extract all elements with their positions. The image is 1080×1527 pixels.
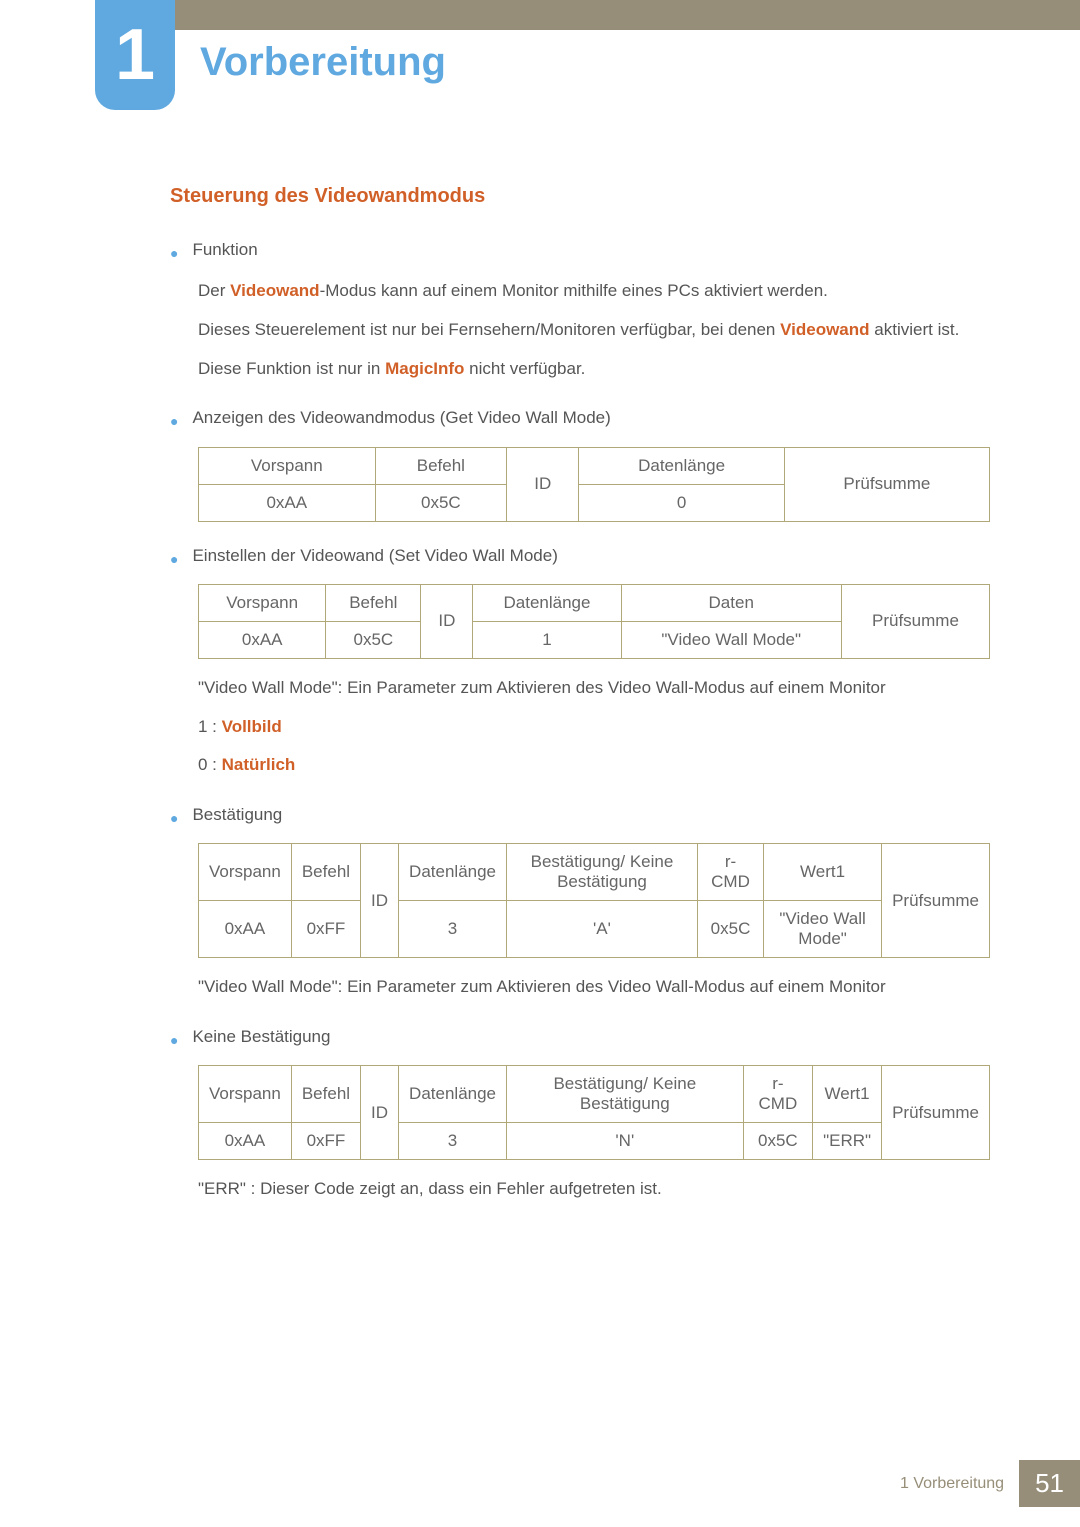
table-cell: 0 <box>579 484 784 521</box>
table-cell: Datenlänge <box>579 447 784 484</box>
table-cell: Vorspann <box>199 1066 292 1123</box>
table-cell: Daten <box>621 584 841 621</box>
table-cell: 0x5C <box>743 1123 812 1160</box>
table-cell: 0xAA <box>199 1123 292 1160</box>
funktion-line2: Dieses Steuerelement ist nur bei Fernseh… <box>198 315 990 346</box>
chapter-number: 1 <box>115 19 155 91</box>
keyword-videowand: Videowand <box>780 320 869 339</box>
table-cell: Bestätigung/ Keine Bestätigung <box>507 1066 744 1123</box>
table-cell: Vorspann <box>199 844 292 901</box>
table-row: Vorspann Befehl ID Datenlänge Daten Prüf… <box>199 584 990 621</box>
keyword-videowand: Videowand <box>230 281 319 300</box>
table-cell: 0xAA <box>199 901 292 958</box>
table-row: Vorspann Befehl ID Datenlänge Prüfsumme <box>199 447 990 484</box>
table-cell: Vorspann <box>199 584 326 621</box>
set-mode-desc: "Video Wall Mode": Ein Parameter zum Akt… <box>198 673 990 704</box>
table-cell: Prüfsumme <box>882 1066 990 1160</box>
footer-text: 1 Vorbereitung <box>900 1475 1004 1493</box>
table-row: 0xAA 0xFF 3 'A' 0x5C "Video Wall Mode" <box>199 901 990 958</box>
table-cell: 0xFF <box>291 1123 360 1160</box>
table-cell: 0x5C <box>697 901 763 958</box>
get-mode-item: ● Anzeigen des Videowandmodus (Get Video… <box>170 404 990 432</box>
chapter-badge: 1 <box>95 0 175 110</box>
table-cell: r-CMD <box>743 1066 812 1123</box>
table-cell: 0xAA <box>199 621 326 658</box>
nak-table: Vorspann Befehl ID Datenlänge Bestätigun… <box>198 1065 990 1160</box>
table-cell: ID <box>507 447 579 521</box>
table-cell: Datenlänge <box>473 584 621 621</box>
table-cell: Befehl <box>326 584 421 621</box>
table-cell: ID <box>421 584 473 658</box>
ack-item: ● Bestätigung <box>170 801 990 829</box>
table-cell: 3 <box>399 901 507 958</box>
keyword-vollbild: Vollbild <box>222 717 282 736</box>
table-cell: 0x5C <box>375 484 507 521</box>
table-row: 0xAA 0xFF 3 'N' 0x5C "ERR" <box>199 1123 990 1160</box>
table-cell: 0xFF <box>291 901 360 958</box>
table-row: Vorspann Befehl ID Datenlänge Bestätigun… <box>199 844 990 901</box>
table-cell: "Video Wall Mode" <box>621 621 841 658</box>
bullet-icon: ● <box>170 807 178 829</box>
table-cell: Prüfsumme <box>882 844 990 958</box>
table-cell: 'N' <box>507 1123 744 1160</box>
table-row: Vorspann Befehl ID Datenlänge Bestätigun… <box>199 1066 990 1123</box>
footer: 1 Vorbereitung 51 <box>900 1460 1080 1507</box>
set-mode-table: Vorspann Befehl ID Datenlänge Daten Prüf… <box>198 584 990 659</box>
table-cell: 'A' <box>507 901 698 958</box>
funktion-line3: Diese Funktion ist nur in MagicInfo nich… <box>198 354 990 385</box>
get-mode-label: Anzeigen des Videowandmodus (Get Video W… <box>192 404 990 432</box>
table-cell: 0x5C <box>326 621 421 658</box>
set-mode-item: ● Einstellen der Videowand (Set Video Wa… <box>170 542 990 570</box>
table-cell: Wert1 <box>813 1066 882 1123</box>
table-cell: Befehl <box>291 844 360 901</box>
funktion-label: Funktion <box>192 236 990 264</box>
keyword-magicinfo: MagicInfo <box>385 359 464 378</box>
nak-desc: "ERR" : Dieser Code zeigt an, dass ein F… <box>198 1174 990 1205</box>
get-mode-table: Vorspann Befehl ID Datenlänge Prüfsumme … <box>198 447 990 522</box>
chapter-title: Vorbereitung <box>200 40 446 85</box>
table-cell: Prüfsumme <box>841 584 989 658</box>
table-cell: Bestätigung/ Keine Bestätigung <box>507 844 698 901</box>
table-cell: ID <box>361 844 399 958</box>
funktion-item: ● Funktion <box>170 236 990 264</box>
bullet-icon: ● <box>170 410 178 432</box>
table-cell: "ERR" <box>813 1123 882 1160</box>
table-cell: 3 <box>399 1123 507 1160</box>
table-cell: Wert1 <box>764 844 882 901</box>
table-cell: Vorspann <box>199 447 376 484</box>
ack-label: Bestätigung <box>192 801 990 829</box>
content: Steuerung des Videowandmodus ● Funktion … <box>170 185 990 1225</box>
bullet-icon: ● <box>170 548 178 570</box>
set-mode-opt0: 0 : Natürlich <box>198 750 990 781</box>
bullet-icon: ● <box>170 242 178 264</box>
bullet-icon: ● <box>170 1029 178 1051</box>
ack-desc: "Video Wall Mode": Ein Parameter zum Akt… <box>198 972 990 1003</box>
set-mode-label: Einstellen der Videowand (Set Video Wall… <box>192 542 990 570</box>
table-cell: Datenlänge <box>399 844 507 901</box>
table-cell: Prüfsumme <box>784 447 989 521</box>
page-number: 51 <box>1019 1460 1080 1507</box>
funktion-line1: Der Videowand-Modus kann auf einem Monit… <box>198 276 990 307</box>
table-cell: Befehl <box>291 1066 360 1123</box>
table-cell: 1 <box>473 621 621 658</box>
nak-item: ● Keine Bestätigung <box>170 1023 990 1051</box>
table-cell: r-CMD <box>697 844 763 901</box>
ack-table: Vorspann Befehl ID Datenlänge Bestätigun… <box>198 843 990 958</box>
table-cell: ID <box>361 1066 399 1160</box>
nak-label: Keine Bestätigung <box>192 1023 990 1051</box>
table-cell: 0xAA <box>199 484 376 521</box>
section-title: Steuerung des Videowandmodus <box>170 185 990 208</box>
table-cell: Datenlänge <box>399 1066 507 1123</box>
top-bar <box>175 0 1080 30</box>
set-mode-opt1: 1 : Vollbild <box>198 712 990 743</box>
table-cell: "Video Wall Mode" <box>764 901 882 958</box>
keyword-natuerlich: Natürlich <box>222 755 296 774</box>
table-cell: Befehl <box>375 447 507 484</box>
